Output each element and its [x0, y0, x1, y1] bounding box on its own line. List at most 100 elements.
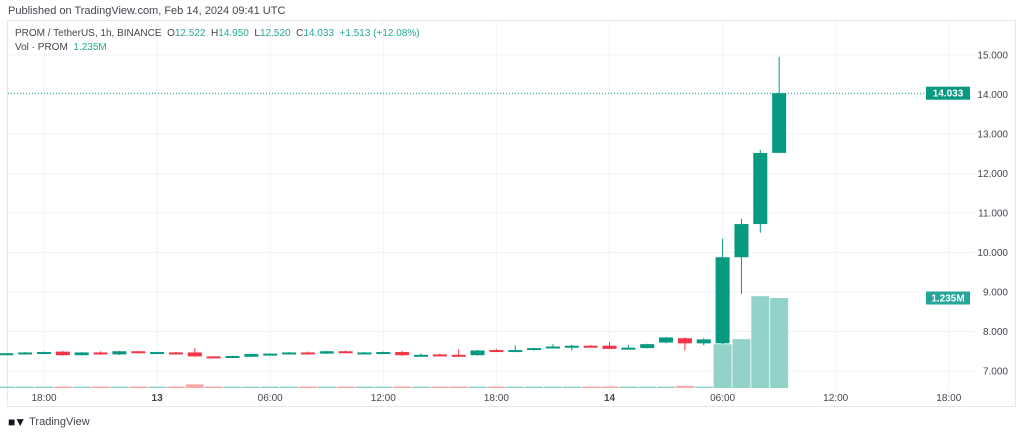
- volume-bar: [449, 386, 468, 388]
- price-tick-label: 9.000: [983, 288, 1008, 299]
- volume-bar: [713, 344, 732, 388]
- candle-body: [300, 352, 315, 355]
- volume-value: 1.235M: [73, 42, 107, 53]
- price-tick-label: 15.000: [977, 51, 1008, 62]
- symbol-row: PROM / TetherUS, 1h, BINANCE O12.522 H14…: [15, 27, 420, 41]
- candle-body: [414, 354, 428, 357]
- time-tick-label: 18:00: [484, 393, 509, 404]
- volume-bar: [53, 386, 72, 388]
- published-caption: Published on TradingView.com, Feb 14, 20…: [8, 5, 286, 17]
- last-price-tag: [926, 86, 970, 100]
- time-tick-label: 06:00: [710, 393, 735, 404]
- candle-body: [187, 352, 202, 357]
- candle-body: [677, 338, 692, 344]
- candle-body: [244, 354, 259, 357]
- candle-body: [282, 352, 297, 355]
- candle-body: [451, 354, 466, 357]
- volume-bar: [506, 386, 525, 388]
- volume-bar: [525, 386, 544, 388]
- price-tick-label: 10.000: [977, 248, 1008, 259]
- candle-body: [376, 352, 391, 355]
- price-tick-label: 12.000: [977, 169, 1008, 180]
- volume-bar: [110, 386, 129, 388]
- volume-bar: [223, 386, 242, 388]
- time-tick-label: 13: [152, 393, 164, 404]
- last-volume-tag: [926, 291, 970, 305]
- high-value: 14.950: [218, 28, 249, 39]
- candle-body: [753, 152, 768, 225]
- price-tick-label: 13.000: [977, 130, 1008, 141]
- candle-body: [74, 352, 89, 356]
- volume-bar: [393, 386, 412, 388]
- candle-body: [527, 348, 542, 351]
- candle-body: [150, 352, 165, 355]
- brand-name[interactable]: TradingView: [29, 416, 90, 428]
- volume-bar: [487, 386, 506, 388]
- volume-bar: [675, 385, 694, 388]
- candle-body: [470, 350, 485, 356]
- volume-bar: [732, 339, 751, 388]
- price-tick-label: 11.000: [978, 209, 1008, 220]
- candle-body: [206, 356, 221, 359]
- candle-body: [545, 346, 560, 349]
- volume-bar: [317, 386, 336, 388]
- open-label: O: [167, 28, 175, 39]
- volume-bar: [430, 386, 449, 388]
- last-price-label: 14.033: [933, 89, 964, 100]
- candle-body: [18, 352, 33, 355]
- volume-label[interactable]: Vol · PROM: [15, 42, 68, 53]
- candle-body: [772, 93, 787, 153]
- low-label: L: [254, 28, 260, 39]
- candle-body: [395, 352, 410, 356]
- chart-frame: [7, 20, 1016, 407]
- volume-bar: [468, 386, 487, 388]
- volume-bar: [129, 386, 148, 388]
- volume-bar: [562, 386, 581, 388]
- volume-bar: [694, 386, 713, 388]
- change-value: +1.513 (+12.08%): [339, 28, 420, 39]
- price-tick-label: 7.000: [983, 367, 1008, 378]
- time-tick-label: 18:00: [31, 393, 56, 404]
- time-tick-label: 18:00: [936, 393, 961, 404]
- volume-bar: [261, 386, 280, 388]
- volume-bar: [751, 296, 770, 388]
- candle-body: [621, 347, 636, 350]
- volume-bar: [0, 386, 16, 388]
- candle-body: [489, 350, 504, 353]
- candle-body: [715, 257, 730, 344]
- candle-body: [319, 351, 334, 354]
- volume-bar: [657, 386, 676, 388]
- candle-body: [602, 345, 617, 349]
- candle-body: [168, 352, 183, 355]
- volume-bar: [770, 298, 789, 388]
- candle-body: [659, 337, 674, 343]
- symbol-info[interactable]: PROM / TetherUS, 1h, BINANCE: [15, 28, 162, 39]
- price-tick-label: 14.000: [977, 90, 1008, 101]
- candle-body: [564, 345, 579, 348]
- volume-bar: [280, 386, 299, 388]
- price-axis: 7.000 8.000 9.000 10.000 11.000 12.000 13.000 1…: [977, 51, 1008, 378]
- candle-body: [357, 352, 372, 355]
- time-tick-label: 12:00: [823, 393, 848, 404]
- candle-body: [432, 354, 447, 357]
- candle-body: [583, 345, 598, 348]
- volume-bar: [638, 386, 657, 388]
- candle-body: [734, 224, 749, 258]
- volume-bar: [35, 386, 53, 388]
- volume-bar: [581, 386, 600, 388]
- axis-tags: 14.033 1.235M: [8, 86, 970, 305]
- grid: [8, 21, 975, 388]
- candle-body: [112, 351, 127, 355]
- volume-bar: [72, 386, 91, 388]
- high-label: H: [211, 28, 219, 39]
- volume-bar: [412, 386, 430, 388]
- time-axis: 18:00 13 06:00 12:00 18:00 14 06:00 12:00 18:00: [31, 393, 961, 404]
- last-volume-label: 1.235M: [931, 294, 964, 305]
- volume-bar: [242, 386, 261, 388]
- candles: [0, 56, 787, 359]
- price-tick-label: 8.000: [983, 327, 1008, 338]
- tradingview-logo-icon[interactable]: ■▼: [8, 415, 26, 429]
- candle-body: [263, 353, 278, 356]
- candle-body: [338, 351, 353, 354]
